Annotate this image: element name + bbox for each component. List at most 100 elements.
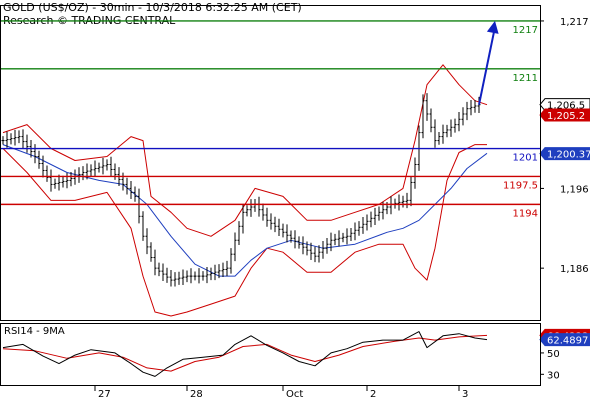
price-bar xyxy=(201,271,205,281)
price-bar xyxy=(129,181,133,200)
price-bar xyxy=(93,160,97,177)
chart-title: GOLD (US$/OZ) - 30min - 10/3/2018 6:32:2… xyxy=(3,1,302,14)
price-bar xyxy=(357,221,361,236)
price-bar xyxy=(181,269,185,285)
price-bar xyxy=(81,166,85,181)
rsi-y-tick-label: 50 xyxy=(547,349,560,360)
x-tick-label: 2 xyxy=(370,389,376,400)
price-bar xyxy=(325,238,329,254)
price-bar xyxy=(337,230,341,247)
price-bar xyxy=(141,211,145,241)
price-bar xyxy=(209,267,213,281)
price-bar xyxy=(469,99,473,116)
price-bar xyxy=(145,228,149,255)
price-bar xyxy=(197,268,201,284)
price-bar xyxy=(429,108,433,133)
price-bar xyxy=(229,248,233,274)
price-bar xyxy=(213,264,217,281)
price-bar xyxy=(329,232,333,252)
price-bar xyxy=(221,262,225,277)
price-bar xyxy=(241,204,245,234)
price-bar xyxy=(105,159,109,171)
x-tick-label: 28 xyxy=(190,389,203,400)
rsi-ma-line xyxy=(2,334,488,372)
price-bar xyxy=(285,224,289,243)
price-tag-moving_average: 1,200.37 xyxy=(539,147,590,161)
price-bar xyxy=(281,223,285,238)
price-bar xyxy=(65,172,69,189)
price-bar xyxy=(361,217,365,234)
price-bar xyxy=(33,144,37,164)
price-bar xyxy=(409,175,413,207)
price-bar xyxy=(449,119,453,137)
price-bar xyxy=(269,213,273,230)
price-bar xyxy=(233,232,237,262)
price-bar xyxy=(301,236,305,255)
price-bar xyxy=(37,150,41,169)
price-bar xyxy=(321,241,325,259)
price-bar xyxy=(473,100,477,113)
price-bar xyxy=(17,130,21,144)
price-bar xyxy=(125,177,129,195)
price-bar xyxy=(457,111,461,132)
price-bar xyxy=(169,270,173,287)
price-bar xyxy=(217,264,221,279)
price-bar xyxy=(309,242,313,260)
price-bar xyxy=(433,119,437,148)
price-bar xyxy=(465,101,469,121)
price-bar xyxy=(173,272,177,287)
price-panel-frame xyxy=(0,5,541,321)
price-bar xyxy=(437,132,441,145)
rsi-line xyxy=(2,331,488,377)
price-bar xyxy=(249,199,253,217)
price-bar xyxy=(5,131,9,148)
bollinger-upper-line xyxy=(2,64,488,237)
price-bar xyxy=(333,233,337,246)
price-bar xyxy=(389,196,393,215)
price-bar xyxy=(61,175,65,188)
price-bar xyxy=(101,157,105,175)
price-bar xyxy=(9,133,13,145)
y-tick-label: 1,217 xyxy=(560,17,589,28)
price-tag-box xyxy=(539,333,590,347)
price-bar xyxy=(293,230,297,249)
level-label: 1211 xyxy=(513,73,538,84)
price-bar xyxy=(345,228,349,245)
level-label: 1217 xyxy=(513,25,538,36)
rsi-title: RSI14 - 9MA xyxy=(4,326,65,337)
bollinger-lower-line xyxy=(2,144,487,317)
price-bar xyxy=(265,207,269,227)
rsi-y-tick-label: 30 xyxy=(547,370,560,381)
price-panel: 1217 1211 1201 1197.5 1194 1,186 1,196 1,217 1,2… xyxy=(0,17,590,317)
price-bar xyxy=(193,271,197,281)
price-bar xyxy=(261,203,265,221)
y-tick-label: 1,196 xyxy=(560,184,589,195)
price-bar xyxy=(349,228,353,241)
price-tag-upper_band: 1,205.2 xyxy=(539,108,590,122)
price-bar xyxy=(205,267,209,284)
price-bar xyxy=(97,162,101,173)
forecast-arrow-shaft xyxy=(478,26,496,105)
price-bar xyxy=(53,178,57,189)
price-bar xyxy=(41,155,45,178)
price-tag-box xyxy=(539,108,590,122)
price-tag-rsi: 62.4897 xyxy=(539,333,590,347)
price-bar xyxy=(1,136,5,145)
price-bar xyxy=(189,268,193,284)
price-bar xyxy=(149,242,153,262)
price-bar xyxy=(25,134,29,153)
price-bar xyxy=(373,207,377,226)
price-bar xyxy=(185,270,189,283)
forecast-arrow-head xyxy=(486,20,499,34)
price-bar xyxy=(137,188,141,224)
price-bar xyxy=(177,271,181,285)
y-tick-label: 1,186 xyxy=(560,264,589,275)
price-bar xyxy=(445,124,449,138)
price-bar xyxy=(57,174,61,191)
price-bar xyxy=(441,124,445,144)
price-bar xyxy=(369,211,373,228)
price-bar xyxy=(45,165,49,182)
chart-frame: 27 28 Oct 2 3 xyxy=(0,5,541,400)
price-bar xyxy=(133,186,137,202)
